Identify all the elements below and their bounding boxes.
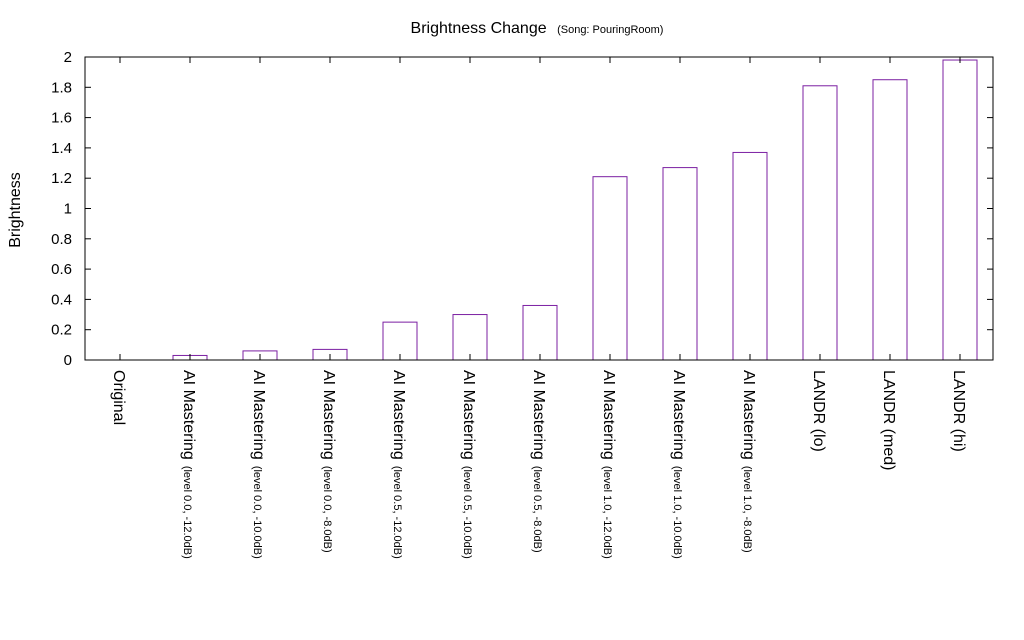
x-tick-label-main: AI Mastering bbox=[390, 370, 407, 460]
y-axis-label: Brightness bbox=[7, 172, 24, 248]
x-tick-label-sub: (level 1.0, -10.0dB) bbox=[671, 466, 683, 559]
x-tick-label: AI Mastering (level 1.0, -10.0dB) bbox=[670, 370, 687, 559]
x-tick-label-sub: (level 0.0, -12.0dB) bbox=[181, 466, 193, 559]
x-tick-label: AI Mastering (level 0.5, -8.0dB) bbox=[530, 370, 547, 553]
x-axis: Original AI Mastering (level 0.0, -12.0dB)… bbox=[110, 57, 967, 559]
x-tick-label: AI Mastering (level 0.5, -10.0dB) bbox=[460, 370, 477, 559]
y-tick-label: 1 bbox=[64, 201, 72, 218]
x-tick-label: AI Mastering (level 0.0, -8.0dB) bbox=[320, 370, 337, 553]
x-tick-label-main: Original bbox=[110, 370, 127, 425]
y-tick-label: 0.4 bbox=[51, 291, 72, 308]
x-tick-label-sub: (level 0.5, -10.0dB) bbox=[461, 466, 473, 559]
bar bbox=[802, 85, 838, 361]
x-tick-label: AI Mastering (level 0.0, -10.0dB) bbox=[250, 370, 267, 559]
y-axis: 0 0.2 0.4 0.6 0.8 1 1.2 1.4 1.6 1.8 2 bbox=[51, 49, 993, 369]
x-tick-label-main: AI Mastering bbox=[320, 370, 337, 460]
x-tick-label: AI Mastering (level 1.0, -12.0dB) bbox=[600, 370, 617, 559]
x-tick-label: AI Mastering (level 1.0, -8.0dB) bbox=[740, 370, 757, 553]
bars-group bbox=[172, 59, 978, 361]
x-tick-label-sub: (level 0.5, -12.0dB) bbox=[391, 466, 403, 559]
y-tick-label: 1.2 bbox=[51, 170, 72, 187]
bar bbox=[732, 151, 768, 361]
x-tick-label-sub: (level 1.0, -8.0dB) bbox=[741, 466, 753, 553]
x-tick-label: LANDR (lo) bbox=[810, 370, 827, 452]
bar bbox=[592, 176, 628, 361]
x-tick-label-sub: (level 0.5, -8.0dB) bbox=[531, 466, 543, 553]
x-tick-label: AI Mastering (level 0.0, -12.0dB) bbox=[180, 370, 197, 559]
x-tick-label-main: AI Mastering bbox=[600, 370, 617, 460]
bar bbox=[452, 314, 488, 361]
bar bbox=[942, 59, 978, 361]
y-tick-label: 1.8 bbox=[51, 79, 72, 96]
x-tick-label-sub: (level 0.0, -8.0dB) bbox=[321, 466, 333, 553]
x-tick-label-main: AI Mastering bbox=[460, 370, 477, 460]
svg-text:Brightness Change (Song:: Brightness Change (Song: PouringRoom) bbox=[411, 20, 664, 37]
x-tick-label: LANDR (hi) bbox=[950, 370, 967, 452]
y-tick-label: 1.6 bbox=[51, 110, 72, 127]
y-tick-label: 0.8 bbox=[51, 231, 72, 248]
x-tick-label-main: LANDR (med) bbox=[880, 370, 897, 470]
x-tick-label: Original bbox=[110, 370, 127, 425]
bar bbox=[872, 79, 908, 361]
bar bbox=[382, 321, 418, 361]
x-tick-label-main: LANDR (hi) bbox=[950, 370, 967, 452]
y-tick-label: 1.4 bbox=[51, 140, 72, 157]
x-tick-label-sub: (level 1.0, -12.0dB) bbox=[601, 466, 613, 559]
x-tick-label-sub: (level 0.0, -10.0dB) bbox=[251, 466, 263, 559]
x-tick-label-main: AI Mastering bbox=[670, 370, 687, 460]
chart-subtitle: (Song: PouringRoom) bbox=[557, 24, 663, 36]
x-tick-label-main: AI Mastering bbox=[530, 370, 547, 460]
x-tick-label-main: AI Mastering bbox=[250, 370, 267, 460]
x-tick-label-main: LANDR (lo) bbox=[810, 370, 827, 452]
y-tick-label: 0 bbox=[64, 352, 72, 369]
x-tick-label: AI Mastering (level 0.5, -12.0dB) bbox=[390, 370, 407, 559]
bar bbox=[522, 304, 558, 361]
y-tick-label: 0.6 bbox=[51, 261, 72, 278]
x-tick-label: LANDR (med) bbox=[880, 370, 897, 470]
chart-title-main: Brightness Change bbox=[411, 20, 547, 37]
x-tick-label-main: AI Mastering bbox=[740, 370, 757, 460]
bar bbox=[662, 167, 698, 361]
chart-title: Brightness Change (Song: PouringRoom) bbox=[411, 20, 664, 37]
y-tick-label: 2 bbox=[64, 49, 72, 66]
x-tick-label-main: AI Mastering bbox=[180, 370, 197, 460]
y-tick-label: 0.2 bbox=[51, 322, 72, 339]
